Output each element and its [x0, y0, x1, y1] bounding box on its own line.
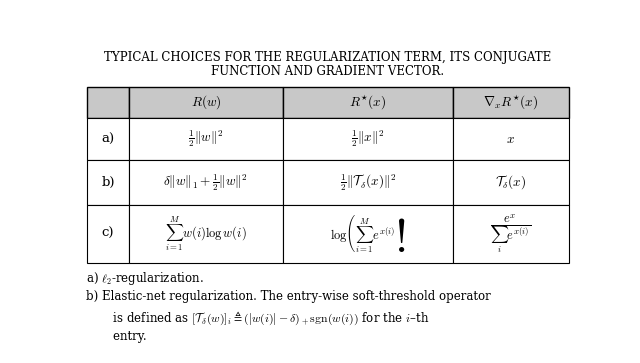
Bar — [283, 118, 452, 160]
Text: $\mathcal{T}_{\delta}(x)$: $\mathcal{T}_{\delta}(x)$ — [495, 174, 526, 191]
Text: entry.: entry. — [99, 330, 147, 343]
Bar — [283, 160, 452, 205]
Bar — [129, 160, 283, 205]
Text: $\frac{1}{2}\|\mathcal{T}_{\delta}(x)\|^2$: $\frac{1}{2}\|\mathcal{T}_{\delta}(x)\|^… — [340, 172, 396, 193]
Bar — [129, 205, 283, 263]
Bar — [452, 87, 568, 118]
Text: $\log\!\left(\sum_{i=1}^{M} e^{x(i)}\right)$: $\log\!\left(\sum_{i=1}^{M} e^{x(i)}\rig… — [330, 213, 406, 254]
Bar — [452, 160, 568, 205]
Text: b): b) — [101, 176, 115, 189]
Text: $\nabla_x R^{\star}(x)$: $\nabla_x R^{\star}(x)$ — [483, 94, 538, 111]
Bar — [283, 87, 452, 118]
Text: $R(w)$: $R(w)$ — [191, 94, 221, 111]
Text: c): c) — [102, 227, 115, 240]
Text: a) $\ell_2$-regularization.: a) $\ell_2$-regularization. — [86, 270, 204, 287]
Bar — [129, 118, 283, 160]
Bar — [452, 205, 568, 263]
Text: FUNCTION AND GRADIENT VECTOR.: FUNCTION AND GRADIENT VECTOR. — [211, 65, 445, 78]
Text: $\sum_{i=1}^{M} w(i) \log w(i)$: $\sum_{i=1}^{M} w(i) \log w(i)$ — [165, 215, 246, 253]
Bar — [129, 87, 283, 118]
Text: $\dfrac{e^x}{\sum_i e^{x(i)}}$: $\dfrac{e^x}{\sum_i e^{x(i)}}$ — [490, 213, 531, 255]
Bar — [452, 118, 568, 160]
Bar — [88, 118, 129, 160]
Bar — [283, 205, 452, 263]
Bar — [88, 160, 129, 205]
Text: is defined as $[\mathcal{T}_{\delta}(w)]_i \triangleq (|w(i)| - \delta)_+\mathrm: is defined as $[\mathcal{T}_{\delta}(w)]… — [99, 310, 429, 327]
Text: $x$: $x$ — [506, 132, 515, 146]
Text: a): a) — [102, 132, 115, 146]
Text: $R^{\star}(x)$: $R^{\star}(x)$ — [349, 94, 387, 111]
Bar — [88, 87, 129, 118]
Bar — [88, 205, 129, 263]
Text: $\delta\|w\|_1 + \frac{1}{2}\|w\|^2$: $\delta\|w\|_1 + \frac{1}{2}\|w\|^2$ — [163, 172, 248, 193]
Text: $\frac{1}{2}\|x\|^2$: $\frac{1}{2}\|x\|^2$ — [351, 129, 385, 150]
Text: $\frac{1}{2}\|w\|^2$: $\frac{1}{2}\|w\|^2$ — [188, 129, 223, 150]
Text: b) Elastic-net regularization. The entry-wise soft-threshold operator: b) Elastic-net regularization. The entry… — [86, 290, 491, 303]
Text: TYPICAL CHOICES FOR THE REGULARIZATION TERM, ITS CONJUGATE: TYPICAL CHOICES FOR THE REGULARIZATION T… — [104, 50, 552, 64]
